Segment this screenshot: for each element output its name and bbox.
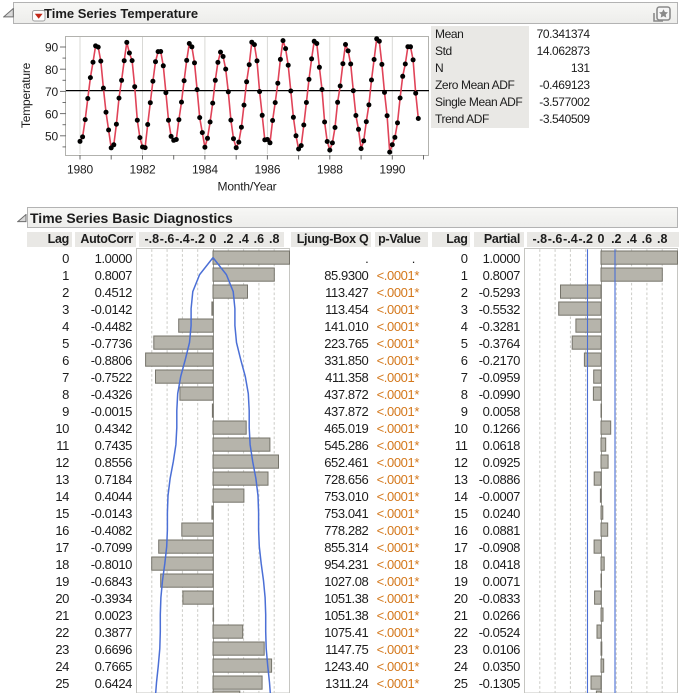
svg-text:Month/Year: Month/Year bbox=[218, 180, 277, 194]
svg-text:60: 60 bbox=[45, 107, 58, 121]
svg-text:90: 90 bbox=[45, 41, 58, 55]
svg-text:1986: 1986 bbox=[254, 163, 280, 177]
svg-text:70: 70 bbox=[45, 85, 58, 99]
svg-text:1984: 1984 bbox=[192, 163, 218, 177]
svg-text:1980: 1980 bbox=[67, 163, 93, 177]
svg-text:1990: 1990 bbox=[379, 163, 405, 177]
svg-text:50: 50 bbox=[45, 130, 58, 144]
svg-text:1988: 1988 bbox=[317, 163, 343, 177]
svg-text:1982: 1982 bbox=[130, 163, 156, 177]
svg-text:80: 80 bbox=[45, 63, 58, 77]
svg-text:Temperature: Temperature bbox=[19, 62, 33, 128]
